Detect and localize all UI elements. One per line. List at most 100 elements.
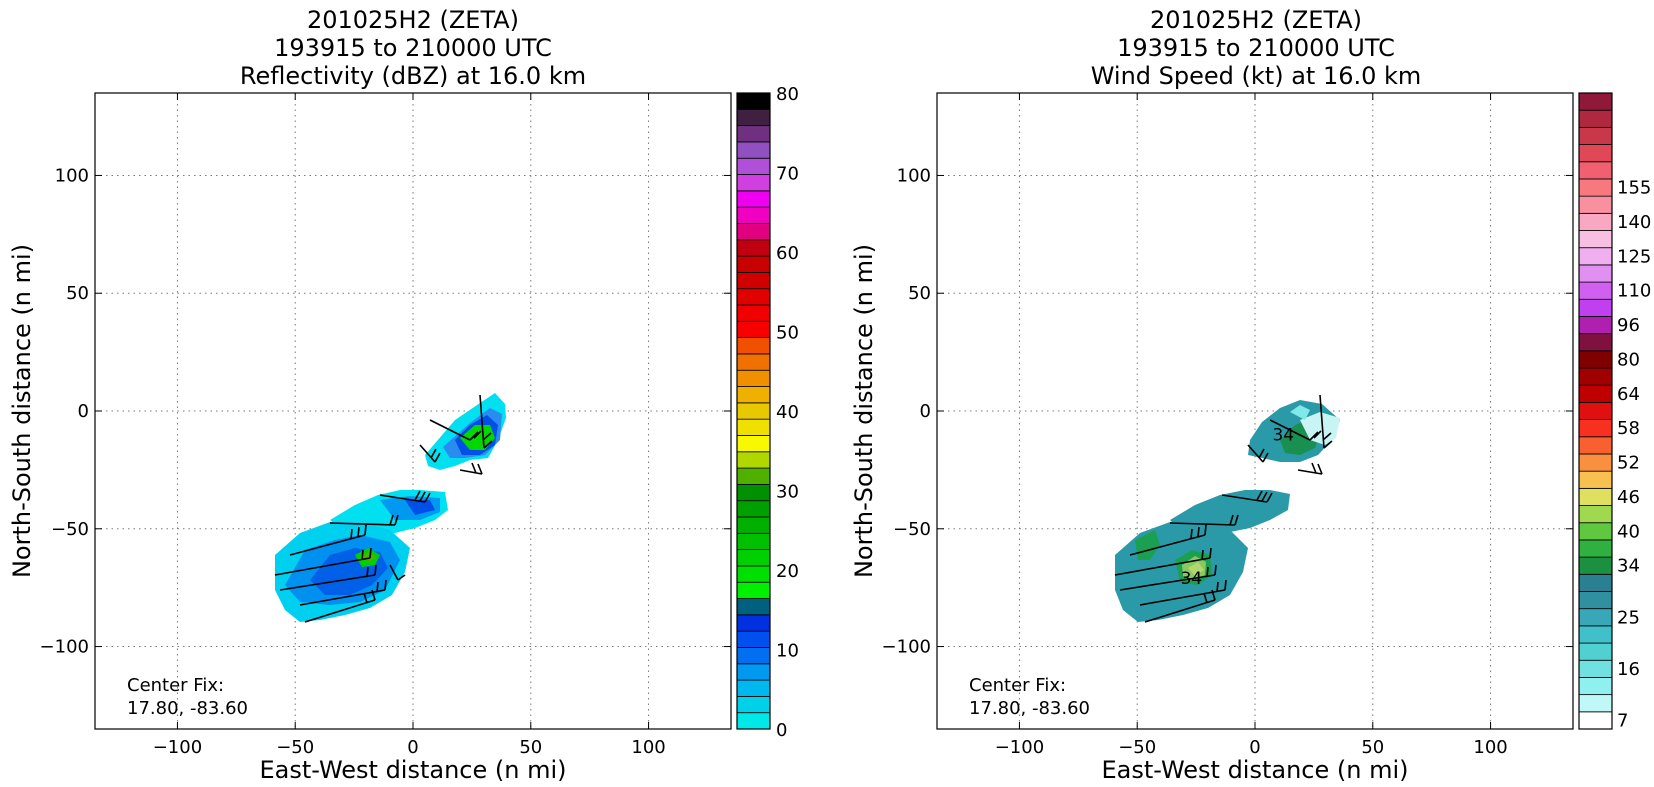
colorbar-segment <box>1578 487 1613 506</box>
colorbar-tick-label: 0 <box>776 720 787 741</box>
colorbar-segment <box>736 581 771 599</box>
colorbar-segment <box>1578 350 1613 369</box>
colorbar-segment <box>736 353 771 371</box>
center-fix-label: Center Fix: <box>127 675 224 696</box>
colorbar-segment <box>1578 264 1613 283</box>
colorbar-segment <box>1578 591 1613 610</box>
colorbar-tick-label: 10 <box>776 641 799 662</box>
colorbar-segment <box>1578 522 1613 541</box>
colorbar-segment <box>1578 470 1613 489</box>
colorbar-segment <box>1578 419 1613 438</box>
y-tick-label: 50 <box>66 283 89 304</box>
y-tick-label: 100 <box>897 165 931 186</box>
colorbar-segment <box>736 255 771 273</box>
y-axis-label: North-South distance (n mi) <box>8 244 36 578</box>
y-tick-label: −50 <box>893 519 931 540</box>
y-tick-label: −100 <box>40 637 89 658</box>
colorbar-segment <box>736 369 771 387</box>
colorbar-segment <box>1578 247 1613 266</box>
title-line-3: Reflectivity (dBZ) at 16.0 km <box>240 62 586 90</box>
colorbar-segment <box>736 190 771 208</box>
grid-lines <box>937 93 1573 729</box>
colorbar: 0 10 20 30 40 50 60 70 80 <box>736 84 799 741</box>
x-tick-label: 0 <box>407 737 418 758</box>
colorbar-segment <box>1578 436 1613 455</box>
colorbar-segment <box>1578 505 1613 524</box>
colorbar-segment <box>736 647 771 665</box>
x-tick-label: 100 <box>631 737 665 758</box>
y-tick-label: −100 <box>882 637 931 658</box>
grid-lines <box>95 93 731 729</box>
colorbar-segment <box>736 157 771 175</box>
colorbar-segment <box>1578 281 1613 300</box>
colorbar-tick-label: 155 <box>1617 178 1651 199</box>
axis-ticks: −100 −50 0 50 100 −100 −50 0 50 100 <box>40 93 731 758</box>
wind-speed-panel: 201025H2 (ZETA) 193915 to 210000 UTC Win… <box>850 6 1651 784</box>
colorbar-tick-label: 40 <box>776 402 799 423</box>
colorbar-segment <box>1578 92 1613 111</box>
x-axis-label: East-West distance (n mi) <box>1101 756 1408 784</box>
title-line-1: 201025H2 (ZETA) <box>1150 6 1362 34</box>
wind-speed-field: 34 34 <box>1114 394 1340 623</box>
colorbar-segment <box>1578 539 1613 558</box>
colorbar-tick-label: 110 <box>1617 281 1651 302</box>
y-axis-label: North-South distance (n mi) <box>850 244 878 578</box>
colorbar-tick-label: 16 <box>1617 659 1640 680</box>
colorbar-tick-label: 80 <box>1617 349 1640 370</box>
colorbar-segment <box>736 92 771 110</box>
colorbar-segment <box>1578 212 1613 231</box>
colorbar-segment <box>736 288 771 306</box>
colorbar-tick-label: 50 <box>776 323 799 344</box>
colorbar-segment <box>1578 402 1613 420</box>
colorbar-tick-label: 96 <box>1617 315 1640 336</box>
x-tick-label: 50 <box>1361 737 1384 758</box>
colorbar-segment <box>1578 195 1613 214</box>
colorbar-segment <box>736 516 771 534</box>
x-tick-label: −50 <box>276 737 314 758</box>
colorbar-tick-label: 40 <box>1617 521 1640 542</box>
colorbar-segment <box>736 598 771 616</box>
colorbar-segment <box>1578 711 1613 730</box>
echo-region-north <box>1248 400 1340 462</box>
colorbar-segment <box>736 614 771 632</box>
colorbar-segment <box>736 483 771 502</box>
contour-label: 34 <box>1272 426 1294 446</box>
colorbar-segment <box>736 386 771 404</box>
colorbar-segment <box>736 320 771 339</box>
contour-labels: 34 34 <box>1181 426 1295 590</box>
colorbar-segment <box>736 663 771 681</box>
colorbar-segment <box>736 565 771 583</box>
wind-barbs <box>274 394 493 623</box>
x-tick-label: 100 <box>1473 737 1507 758</box>
y-tick-label: −50 <box>51 519 89 540</box>
colorbar-segment <box>736 304 771 322</box>
colorbar-segment <box>736 174 771 192</box>
plot-frame <box>936 92 1574 730</box>
colorbar-segment <box>1578 126 1613 145</box>
y-tick-label: 100 <box>55 165 89 186</box>
x-tick-label: 0 <box>1249 737 1260 758</box>
colorbar-segment <box>1578 367 1613 386</box>
colorbar-segment <box>736 206 771 224</box>
colorbar-tick-label: 60 <box>776 243 799 264</box>
colorbar-segment <box>1578 333 1613 352</box>
colorbar-segment <box>736 108 771 127</box>
y-tick-label: 0 <box>920 401 931 422</box>
x-tick-label: 50 <box>519 737 542 758</box>
colorbar-segment <box>736 467 771 485</box>
plot-frame <box>94 92 732 730</box>
colorbar-segment <box>1578 144 1613 163</box>
y-tick-label: 0 <box>78 401 89 422</box>
colorbar-segment <box>1578 178 1613 197</box>
colorbar-frame <box>736 92 771 730</box>
colorbar-segment <box>736 695 771 714</box>
colorbar-segment <box>1578 608 1613 627</box>
colorbar-segment <box>736 141 771 159</box>
colorbar-segment <box>1578 384 1613 403</box>
colorbar-tick-label: 80 <box>776 84 799 105</box>
colorbar: 7 16 25 34 40 46 52 58 64 80 96 110 125 140 155 <box>1578 92 1651 731</box>
wind-barbs <box>1114 394 1333 623</box>
colorbar-tick-label: 34 <box>1617 556 1640 577</box>
colorbar-segment <box>1578 453 1613 472</box>
reflectivity-field <box>274 393 506 623</box>
